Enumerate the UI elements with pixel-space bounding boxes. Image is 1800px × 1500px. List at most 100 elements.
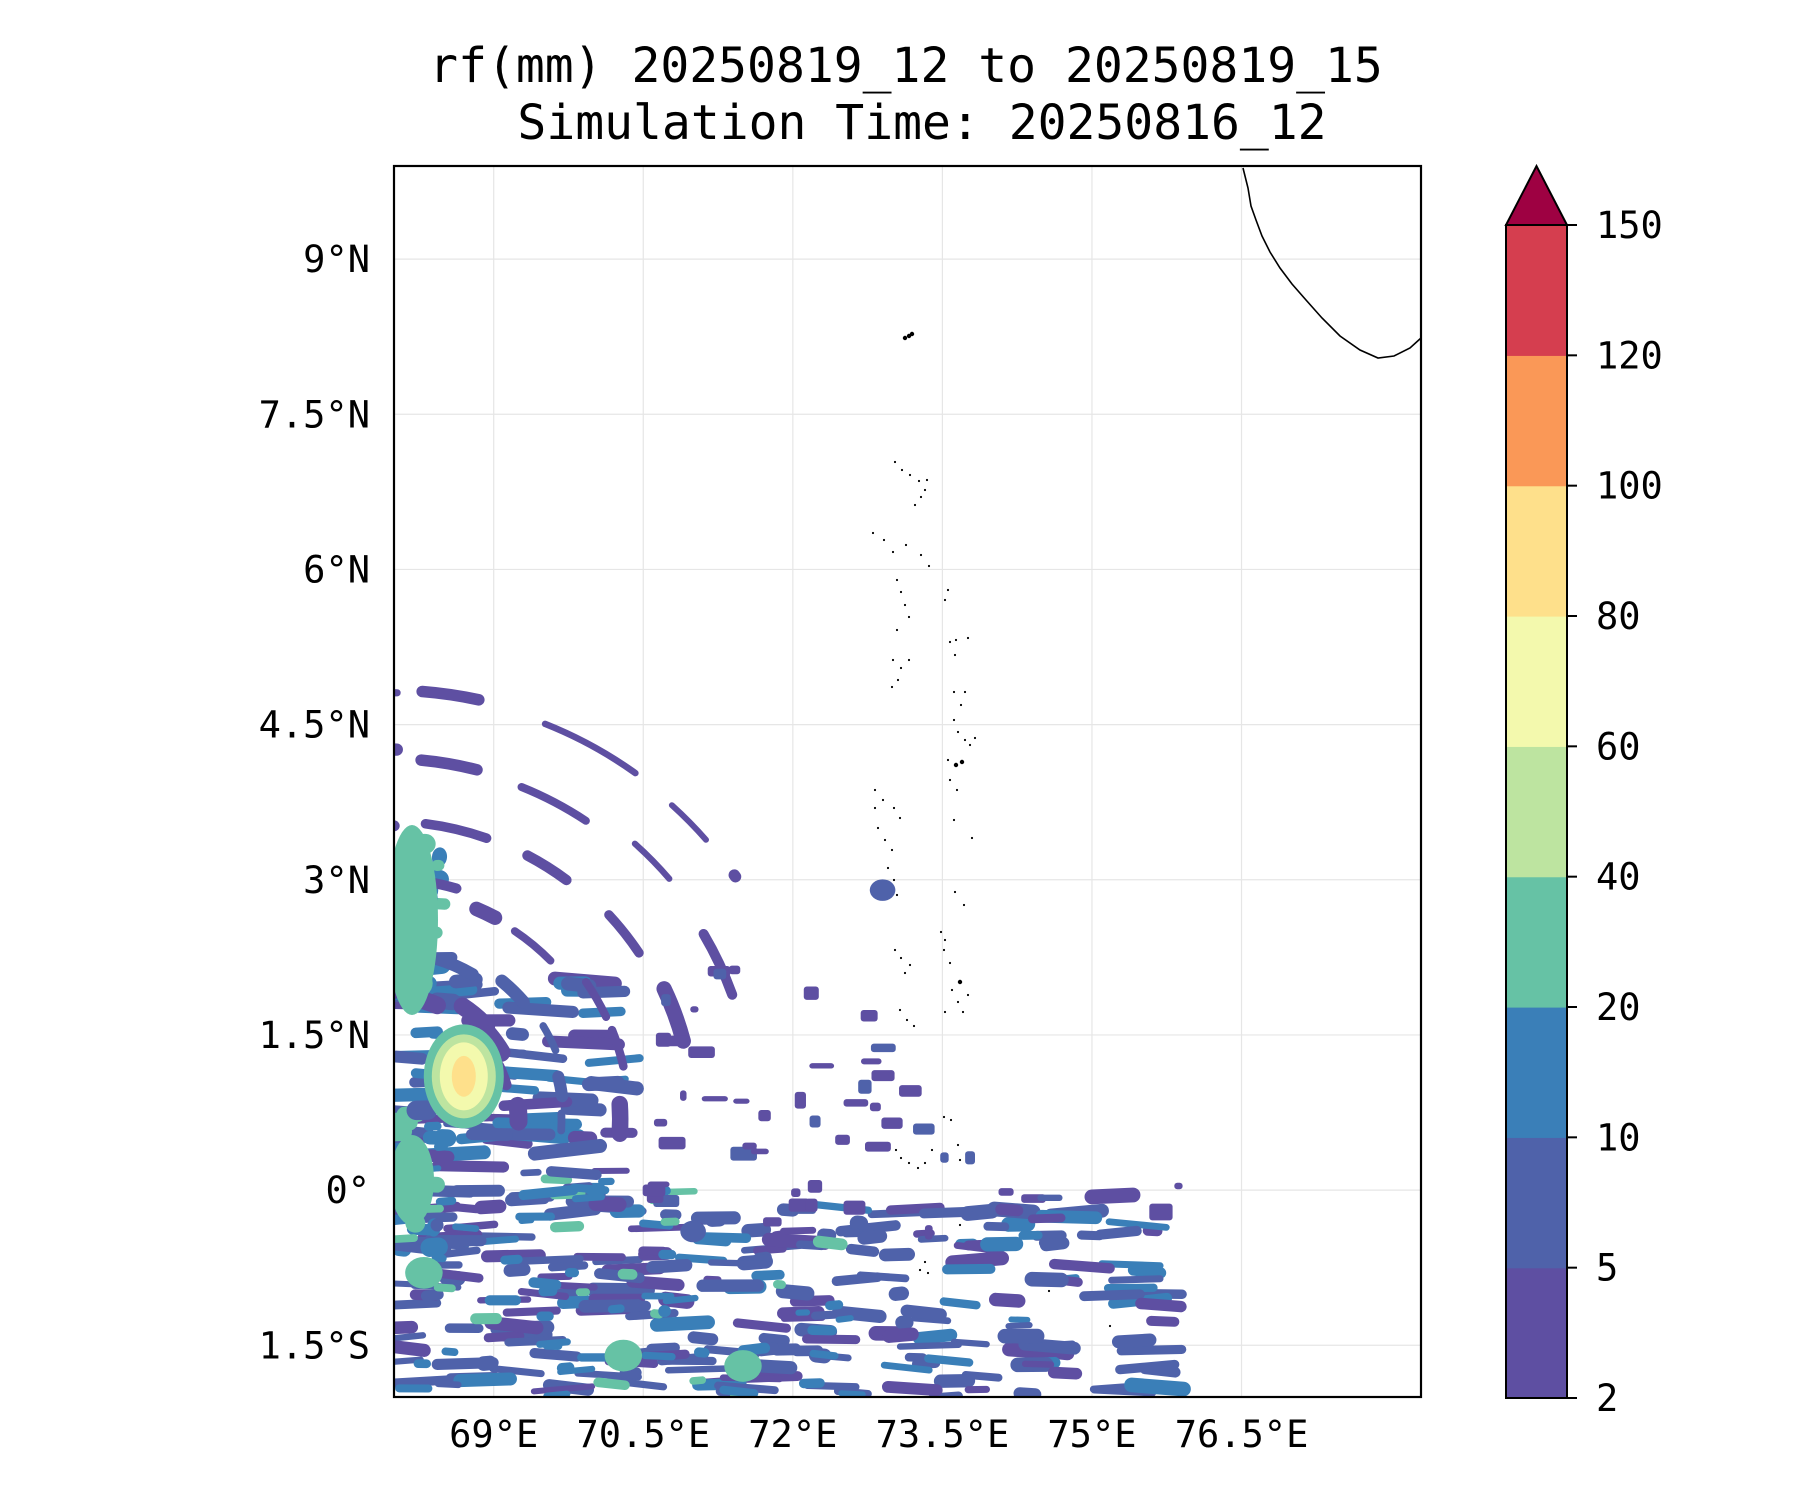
rain-band <box>246 897 293 924</box>
island-dot <box>912 1024 916 1028</box>
rain-cell <box>420 1289 444 1302</box>
y-tick-label: 3°N <box>303 859 370 902</box>
x-tick-label: 70.5°E <box>576 1413 710 1456</box>
rain-cell <box>543 1390 571 1397</box>
island-dot <box>883 838 887 842</box>
island-dot <box>949 1118 953 1122</box>
map-area <box>31 164 1423 1399</box>
colorbar-tick-label: 100 <box>1596 465 1663 508</box>
rain-band <box>253 981 280 1007</box>
rain-band <box>394 689 401 697</box>
rain-cell <box>571 1193 606 1203</box>
rain-band <box>539 1022 560 1055</box>
island-dot <box>890 685 894 689</box>
rain-band <box>698 928 738 1000</box>
colorbar-tick-label: 60 <box>1596 725 1641 768</box>
rain-cell <box>502 1001 579 1018</box>
chart-title: rf(mm) 20250819_12 to 20250819_15 <box>429 38 1383 94</box>
island-dot <box>942 1115 946 1119</box>
rain-feature <box>395 967 433 1000</box>
rain-cell <box>880 1361 933 1374</box>
rain-cell <box>431 1160 510 1173</box>
island-dot <box>926 1271 930 1275</box>
rain-cell <box>965 1151 975 1165</box>
island-dot <box>891 550 895 554</box>
rain-cell <box>1111 1333 1157 1349</box>
rain-cell <box>701 1096 728 1102</box>
rain-cell <box>424 1149 455 1164</box>
rain-cell <box>424 1121 442 1131</box>
island-dot <box>952 818 956 822</box>
rain-cell <box>713 968 727 980</box>
rain-band <box>216 767 290 797</box>
x-tick-label: 75°E <box>1047 1413 1136 1456</box>
rain-cell <box>394 1356 424 1366</box>
rain-band <box>517 783 590 825</box>
colorbar-bin <box>1506 225 1567 356</box>
rain-cell <box>995 1203 1024 1217</box>
island-dot <box>939 930 943 934</box>
rain-cell <box>420 1237 448 1257</box>
rain-band <box>223 1050 232 1075</box>
rain-cell <box>1008 1316 1031 1323</box>
rain-feature <box>604 1339 643 1372</box>
colorbar-tick-label: 150 <box>1596 204 1663 247</box>
rain-band <box>607 1025 628 1071</box>
island-dot <box>882 538 886 542</box>
rain-cell <box>658 1249 677 1260</box>
island-dot <box>962 903 966 907</box>
colorbar-tick-label: 80 <box>1596 595 1641 638</box>
rain-cell <box>899 1085 922 1097</box>
island-dot <box>959 703 963 707</box>
rain-band <box>105 973 125 1017</box>
rain-cell <box>452 1223 480 1232</box>
rain-cell <box>803 986 819 1000</box>
island-dot <box>918 1268 922 1272</box>
rain-cell <box>843 1200 866 1215</box>
rain-band <box>254 1102 255 1132</box>
rain-band <box>430 952 479 981</box>
y-tick-label: 1.5°N <box>259 1014 370 1057</box>
rain-band <box>31 811 81 870</box>
rain-cell <box>864 1141 891 1152</box>
rain-cell <box>924 1354 974 1367</box>
rain-band <box>237 1020 246 1034</box>
rain-cell <box>805 1198 818 1212</box>
rain-cell <box>581 1075 625 1092</box>
rain-cell <box>1027 1213 1066 1224</box>
rain-band <box>394 743 403 756</box>
rain-cell <box>1146 1315 1180 1327</box>
island-dot <box>952 690 956 694</box>
rain-cell <box>857 1229 888 1245</box>
rain-cell <box>647 1181 670 1188</box>
chart-subtitle: Simulation Time: 20250816_12 <box>517 95 1326 151</box>
rain-cell <box>394 1320 419 1335</box>
rain-cell <box>869 1102 881 1112</box>
colorbar-bins <box>1506 225 1567 1399</box>
rain-cell <box>413 1359 432 1369</box>
rain-cell <box>658 1136 686 1150</box>
rain-cell <box>547 1261 589 1272</box>
rain-cell <box>527 1138 608 1161</box>
rain-cell <box>607 1304 625 1314</box>
island-dot <box>893 460 897 464</box>
x-tick-label: 69°E <box>449 1413 538 1456</box>
island-dot <box>873 788 877 792</box>
coastlines <box>1242 167 1421 359</box>
rain-cell <box>433 1129 457 1147</box>
rain-band <box>522 850 572 886</box>
rain-cell <box>801 1334 861 1345</box>
rain-band <box>469 901 503 925</box>
rain-cell <box>1105 1218 1170 1231</box>
rain-cell <box>881 1380 943 1396</box>
rain-cell <box>1094 1225 1142 1240</box>
rain-cell <box>812 1235 848 1251</box>
rain-band <box>668 802 709 843</box>
island-dot <box>1047 1289 1051 1293</box>
island-dot <box>963 690 967 694</box>
rain-cell <box>430 1218 444 1232</box>
rain-cell <box>742 1142 757 1150</box>
island-dot <box>891 658 895 662</box>
x-tick-label: 72°E <box>748 1413 837 1456</box>
rain-cell <box>843 1099 869 1107</box>
